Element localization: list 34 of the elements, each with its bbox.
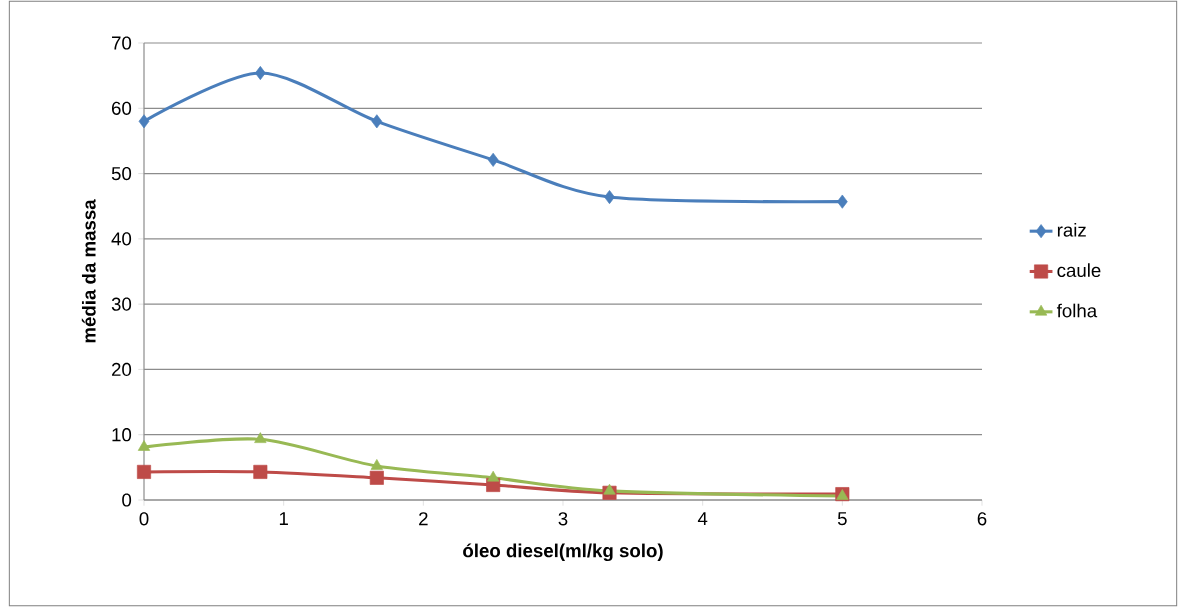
point [487, 152, 499, 167]
x-tick-label: 6 [977, 512, 987, 526]
y-tick-label: 10 [112, 428, 132, 442]
legend-label: folha [1056, 303, 1098, 318]
x-tick-label: 5 [837, 512, 847, 526]
point [603, 483, 616, 495]
point [369, 470, 384, 485]
point [137, 464, 152, 479]
x-tick-label: 1 [279, 512, 288, 526]
y-tick-label: 20 [112, 362, 132, 377]
x-tick-label: 4 [697, 512, 708, 526]
y-tick-label: 50 [111, 166, 132, 181]
legend-label: raiz [1057, 223, 1086, 237]
y-axis-title: média da massa [81, 199, 96, 343]
point [371, 114, 383, 129]
point [138, 114, 150, 129]
y-tick-label: 70 [112, 36, 132, 50]
point [255, 66, 266, 81]
point [604, 190, 615, 205]
y-tick-label: 30 [111, 297, 132, 311]
y-tick-label: 0 [122, 493, 132, 507]
point [254, 432, 267, 443]
y-tick-label: 40 [111, 232, 132, 246]
x-tick-label: 3 [558, 512, 568, 526]
point [137, 440, 151, 451]
x-axis-title: óleo diesel(ml/kg solo) [463, 543, 663, 562]
point [836, 194, 848, 209]
x-tick-label: 0 [139, 512, 149, 526]
point [370, 459, 383, 470]
x-tick-label: 2 [419, 512, 428, 526]
point [253, 464, 268, 479]
point [487, 470, 500, 482]
y-tick-label: 60 [112, 101, 132, 115]
legend-label: caule [1057, 263, 1101, 278]
